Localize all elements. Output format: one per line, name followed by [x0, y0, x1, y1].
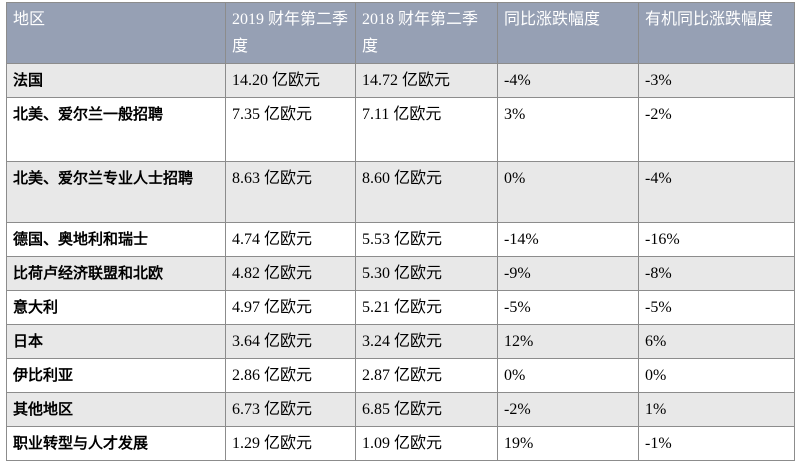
- organic-cell: -8%: [638, 256, 795, 291]
- table-row: 北美、爱尔兰专业人士招聘 8.63 亿欧元 8.60 亿欧元 0% -4%: [6, 161, 795, 223]
- region-cell: 法国: [6, 63, 226, 98]
- yoy-cell: -2%: [497, 392, 639, 427]
- q2-2019-cell: 6.73 亿欧元: [225, 392, 356, 427]
- region-cell: 其他地区: [6, 392, 226, 427]
- q2-2018-cell: 2.87 亿欧元: [355, 358, 498, 393]
- q2-2019-cell: 8.63 亿欧元: [225, 161, 356, 223]
- q2-2019-cell: 3.64 亿欧元: [225, 324, 356, 359]
- q2-2019-cell: 4.74 亿欧元: [225, 222, 356, 257]
- yoy-cell: 0%: [497, 358, 639, 393]
- yoy-cell: 3%: [497, 97, 639, 162]
- q2-2019-cell: 4.82 亿欧元: [225, 256, 356, 291]
- table-row: 其他地区 6.73 亿欧元 6.85 亿欧元 -2% 1%: [6, 392, 795, 427]
- header-q2-2019: 2019 财年第二季度: [225, 2, 356, 64]
- table-row: 日本 3.64 亿欧元 3.24 亿欧元 12% 6%: [6, 324, 795, 359]
- table-row: 职业转型与人才发展 1.29 亿欧元 1.09 亿欧元 19% -1%: [6, 426, 795, 461]
- table-row: 意大利 4.97 亿欧元 5.21 亿欧元 -5% -5%: [6, 290, 795, 325]
- q2-2018-cell: 7.11 亿欧元: [355, 97, 498, 162]
- yoy-cell: 19%: [497, 426, 639, 461]
- region-cell: 伊比利亚: [6, 358, 226, 393]
- organic-cell: 6%: [638, 324, 795, 359]
- region-cell: 日本: [6, 324, 226, 359]
- table-row: 德国、奥地利和瑞士 4.74 亿欧元 5.53 亿欧元 -14% -16%: [6, 222, 795, 257]
- header-region: 地区: [6, 2, 226, 64]
- region-cell: 意大利: [6, 290, 226, 325]
- q2-2018-cell: 5.53 亿欧元: [355, 222, 498, 257]
- organic-cell: 1%: [638, 392, 795, 427]
- header-organic-yoy-change: 有机同比涨跌幅度: [638, 2, 795, 64]
- q2-2019-cell: 2.86 亿欧元: [225, 358, 356, 393]
- q2-2019-cell: 4.97 亿欧元: [225, 290, 356, 325]
- q2-2018-cell: 14.72 亿欧元: [355, 63, 498, 98]
- region-cell: 北美、爱尔兰一般招聘: [6, 97, 226, 162]
- yoy-cell: -4%: [497, 63, 639, 98]
- yoy-cell: 12%: [497, 324, 639, 359]
- yoy-cell: 0%: [497, 161, 639, 223]
- region-cell: 职业转型与人才发展: [6, 426, 226, 461]
- q2-2019-cell: 1.29 亿欧元: [225, 426, 356, 461]
- q2-2018-cell: 6.85 亿欧元: [355, 392, 498, 427]
- organic-cell: -5%: [638, 290, 795, 325]
- table-header: 地区 2019 财年第二季度 2018 财年第二季度 同比涨跌幅度 有机同比涨跌…: [6, 2, 795, 64]
- yoy-cell: -14%: [497, 222, 639, 257]
- organic-cell: -4%: [638, 161, 795, 223]
- q2-2019-cell: 7.35 亿欧元: [225, 97, 356, 162]
- header-yoy-change: 同比涨跌幅度: [497, 2, 639, 64]
- organic-cell: -2%: [638, 97, 795, 162]
- header-row: 地区 2019 财年第二季度 2018 财年第二季度 同比涨跌幅度 有机同比涨跌…: [6, 2, 795, 64]
- q2-2018-cell: 3.24 亿欧元: [355, 324, 498, 359]
- q2-2018-cell: 1.09 亿欧元: [355, 426, 498, 461]
- table-row: 比荷卢经济联盟和北欧 4.82 亿欧元 5.30 亿欧元 -9% -8%: [6, 256, 795, 291]
- yoy-cell: -5%: [497, 290, 639, 325]
- revenue-table-wrapper: 地区 2019 财年第二季度 2018 财年第二季度 同比涨跌幅度 有机同比涨跌…: [6, 2, 795, 461]
- revenue-by-region-table: 地区 2019 财年第二季度 2018 财年第二季度 同比涨跌幅度 有机同比涨跌…: [6, 2, 795, 461]
- region-cell: 北美、爱尔兰专业人士招聘: [6, 161, 226, 223]
- organic-cell: 0%: [638, 358, 795, 393]
- yoy-cell: -9%: [497, 256, 639, 291]
- table-row: 北美、爱尔兰一般招聘 7.35 亿欧元 7.11 亿欧元 3% -2%: [6, 97, 795, 162]
- region-cell: 比荷卢经济联盟和北欧: [6, 256, 226, 291]
- q2-2018-cell: 5.30 亿欧元: [355, 256, 498, 291]
- table-row: 伊比利亚 2.86 亿欧元 2.87 亿欧元 0% 0%: [6, 358, 795, 393]
- table-row: 法国 14.20 亿欧元 14.72 亿欧元 -4% -3%: [6, 63, 795, 98]
- organic-cell: -3%: [638, 63, 795, 98]
- organic-cell: -16%: [638, 222, 795, 257]
- region-cell: 德国、奥地利和瑞士: [6, 222, 226, 257]
- table-body: 法国 14.20 亿欧元 14.72 亿欧元 -4% -3% 北美、爱尔兰一般招…: [6, 63, 795, 461]
- q2-2019-cell: 14.20 亿欧元: [225, 63, 356, 98]
- header-q2-2018: 2018 财年第二季度: [355, 2, 498, 64]
- organic-cell: -1%: [638, 426, 795, 461]
- q2-2018-cell: 5.21 亿欧元: [355, 290, 498, 325]
- q2-2018-cell: 8.60 亿欧元: [355, 161, 498, 223]
